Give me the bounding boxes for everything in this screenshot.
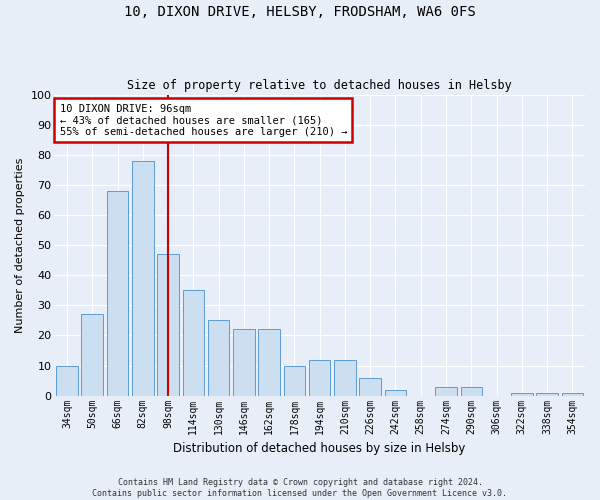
Bar — [461, 386, 482, 396]
Bar — [182, 290, 204, 396]
Text: 10, DIXON DRIVE, HELSBY, FRODSHAM, WA6 0FS: 10, DIXON DRIVE, HELSBY, FRODSHAM, WA6 0… — [124, 5, 476, 19]
Bar — [562, 392, 583, 396]
Bar — [82, 314, 103, 396]
Bar — [56, 366, 78, 396]
Bar — [132, 161, 154, 396]
Text: Contains HM Land Registry data © Crown copyright and database right 2024.
Contai: Contains HM Land Registry data © Crown c… — [92, 478, 508, 498]
Text: 10 DIXON DRIVE: 96sqm
← 43% of detached houses are smaller (165)
55% of semi-det: 10 DIXON DRIVE: 96sqm ← 43% of detached … — [59, 104, 347, 137]
Bar — [233, 330, 254, 396]
Bar — [536, 392, 558, 396]
Bar — [157, 254, 179, 396]
Y-axis label: Number of detached properties: Number of detached properties — [15, 158, 25, 333]
Title: Size of property relative to detached houses in Helsby: Size of property relative to detached ho… — [127, 79, 512, 92]
Bar — [511, 392, 533, 396]
X-axis label: Distribution of detached houses by size in Helsby: Distribution of detached houses by size … — [173, 442, 466, 455]
Bar — [385, 390, 406, 396]
Bar — [359, 378, 381, 396]
Bar — [107, 191, 128, 396]
Bar — [259, 330, 280, 396]
Bar — [309, 360, 331, 396]
Bar — [284, 366, 305, 396]
Bar — [435, 386, 457, 396]
Bar — [334, 360, 356, 396]
Bar — [208, 320, 229, 396]
